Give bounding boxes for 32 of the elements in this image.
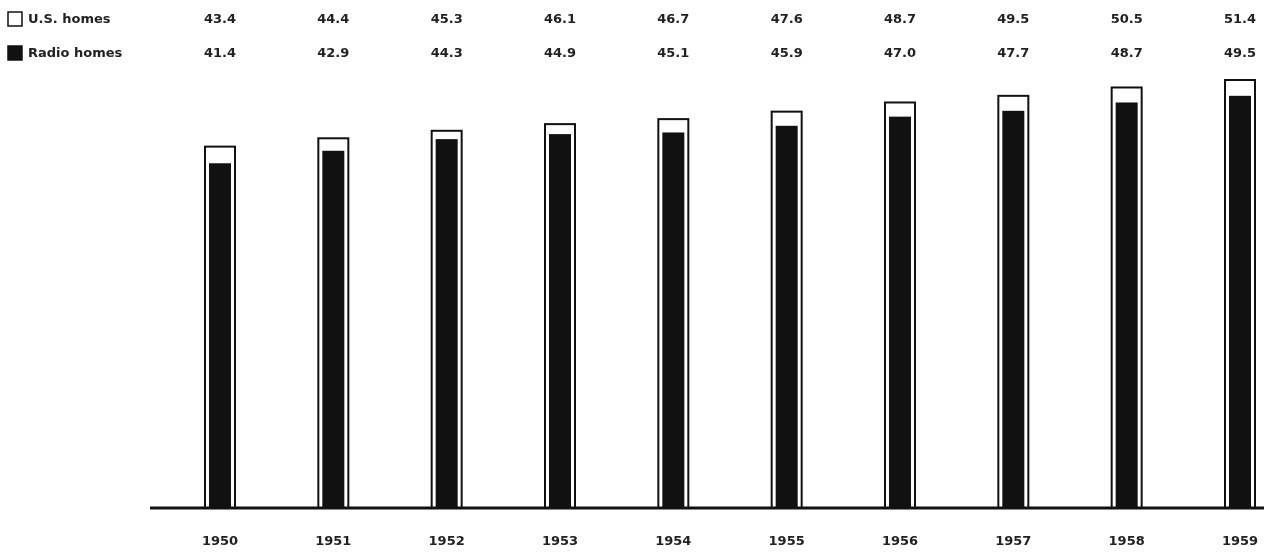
data-label: 48.7: [1110, 45, 1143, 60]
data-label: 47.0: [883, 45, 917, 60]
x-tick-label: 1950: [201, 533, 239, 548]
x-tick-label: 1952: [428, 533, 465, 548]
data-label: 47.7: [997, 45, 1030, 60]
x-tick-label: 1956: [881, 533, 919, 548]
x-tick-label: 1959: [1221, 533, 1259, 548]
data-label: 43.4: [203, 11, 237, 26]
data-label: 47.6: [770, 11, 803, 26]
data-label: 42.9: [317, 45, 350, 60]
data-label: 44.3: [430, 45, 463, 60]
x-tick-label: 1957: [995, 533, 1032, 548]
x-tick-label: 1951: [315, 533, 352, 548]
data-label: 45.1: [657, 45, 690, 60]
data-label: 46.1: [543, 11, 577, 26]
data-label: 41.4: [203, 45, 237, 60]
data-label: 49.5: [997, 11, 1030, 26]
data-label: 48.7: [883, 11, 917, 26]
x-tick-label: 1958: [1108, 533, 1145, 548]
data-label: 44.4: [317, 11, 350, 26]
x-tick-label: 1954: [655, 533, 692, 548]
x-tick-label: 1953: [541, 533, 579, 548]
data-label: 51.4: [1223, 11, 1257, 26]
data-label: 46.7: [657, 11, 690, 26]
data-label: 50.5: [1110, 11, 1143, 26]
legend-label: Radio homes: [28, 45, 123, 60]
data-label: 45.3: [430, 11, 463, 26]
legend-label: U.S. homes: [28, 11, 111, 26]
data-label: 49.5: [1223, 45, 1257, 60]
data-label: 44.9: [543, 45, 577, 60]
data-label: 45.9: [770, 45, 803, 60]
x-tick-label: 1955: [768, 533, 805, 548]
